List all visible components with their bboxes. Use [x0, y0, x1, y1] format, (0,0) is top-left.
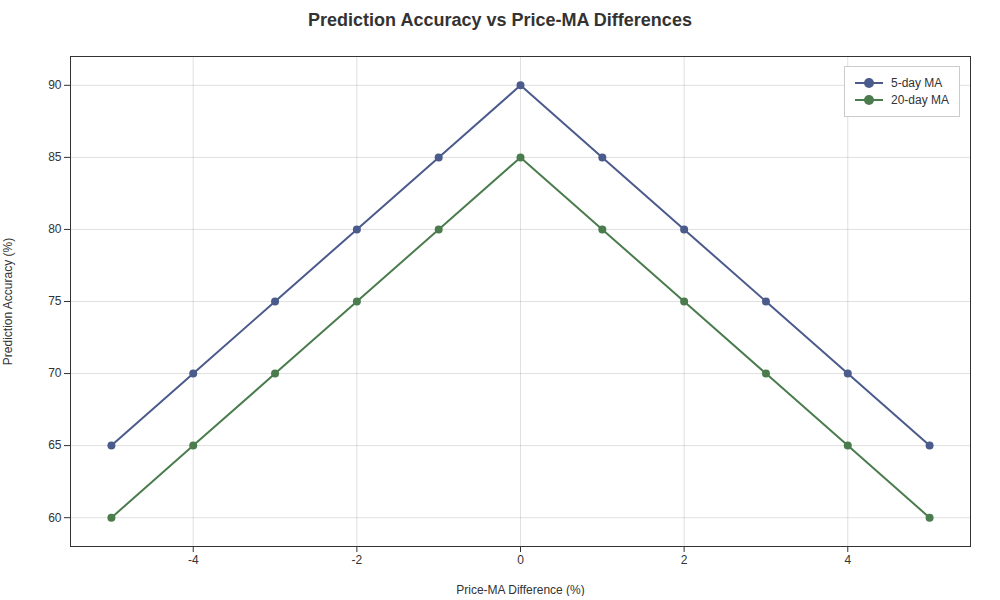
svg-text:65: 65 — [48, 438, 62, 452]
svg-text:90: 90 — [48, 78, 62, 92]
svg-text:75: 75 — [48, 294, 62, 308]
svg-text:0: 0 — [517, 553, 524, 567]
html-text:Prediction Accuracy vs Price-M: Prediction Accuracy vs Price-MA Differen… — [308, 10, 692, 30]
html-text:20-day MA: 20-day MA — [891, 93, 949, 107]
svg-text:4: 4 — [844, 553, 851, 567]
svg-text:70: 70 — [48, 366, 62, 380]
svg-text:2: 2 — [681, 553, 688, 567]
svg-text:Price-MA Difference (%): Price-MA Difference (%) — [456, 583, 584, 597]
svg-text:80: 80 — [48, 222, 62, 236]
html-text:5-day MA: 5-day MA — [891, 76, 943, 90]
svg-text:-2: -2 — [352, 553, 363, 567]
svg-text:60: 60 — [48, 511, 62, 525]
svg-text:-4: -4 — [188, 553, 199, 567]
svg-text:85: 85 — [48, 150, 62, 164]
svg-text:Prediction Accuracy (%): Prediction Accuracy (%) — [1, 238, 15, 365]
